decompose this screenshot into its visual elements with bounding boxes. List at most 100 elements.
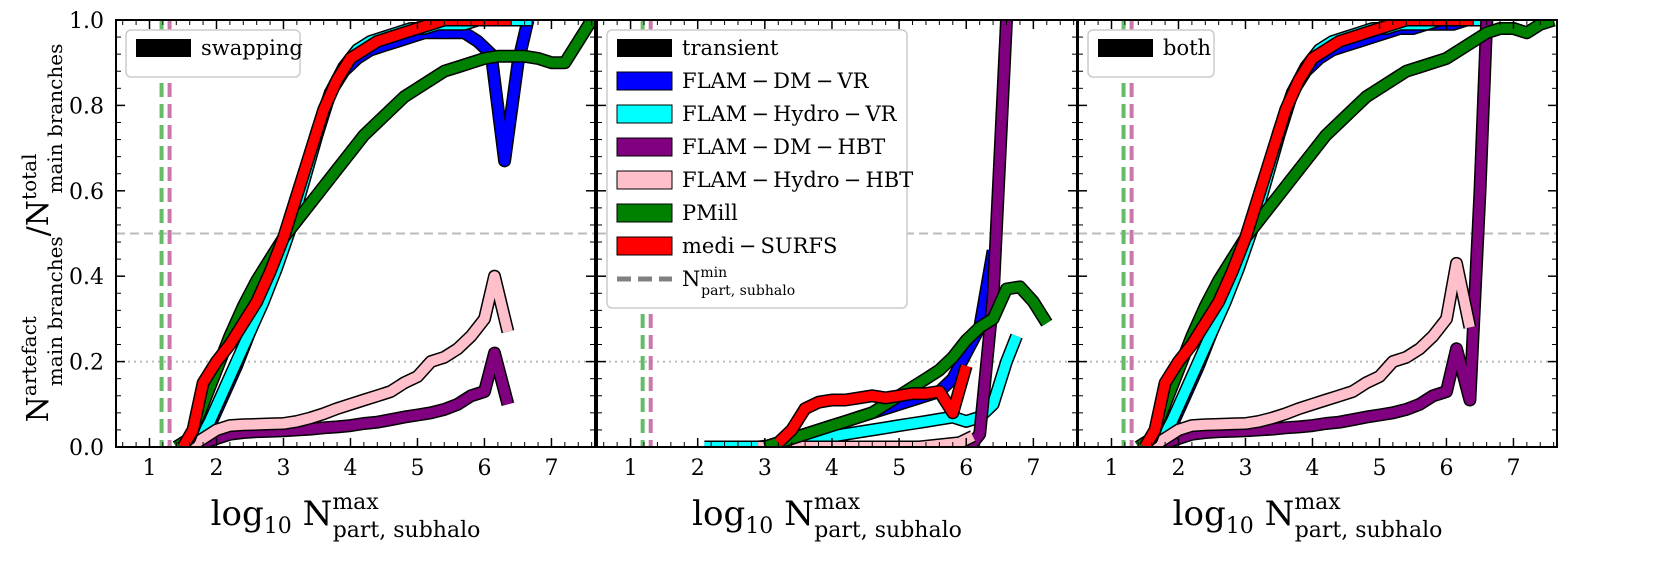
x-label-n: N	[784, 494, 814, 534]
series-line	[187, 271, 513, 447]
x-label-base: 10	[264, 514, 292, 539]
legend-item: medi − SURFS	[616, 234, 837, 258]
legend-swatch	[616, 137, 673, 157]
x-tick-label: 1	[142, 456, 156, 481]
x-tick-label: 5	[892, 456, 906, 481]
legend-label-main: medi − SURFS	[682, 234, 837, 258]
x-axis-label: log10 Nmax part, subhalo	[1173, 490, 1443, 543]
legend-item: FLAM − Hydro − VR	[616, 102, 898, 126]
x-label-sub: part, subhalo	[814, 518, 962, 543]
legend-item: Nmin part, subhalo	[617, 265, 795, 299]
x-tick-label: 7	[544, 456, 558, 481]
series-flam-dm-hbt	[187, 346, 515, 447]
legend-label: transient	[682, 36, 779, 60]
legend-label: FLAM − DM − VR	[682, 69, 870, 93]
series-flam-hydro-hbt	[1148, 256, 1477, 447]
panel-swapping: 1 2 3 4 5 6 7 0.0 0.2 0.4 0.6 0.8 1.0 log10 Nmax part,…	[69, 9, 596, 543]
legend-swatch	[616, 236, 673, 256]
axes-frame	[115, 19, 596, 448]
legend: both	[1087, 29, 1215, 78]
legend-label-main: FLAM − Hydro − HBT	[682, 168, 913, 192]
y-tick-label: 0.8	[69, 94, 104, 119]
legend-item: FLAM − DM − VR	[616, 69, 870, 93]
y-tick-label: 0.0	[69, 436, 104, 461]
legend-label-main: FLAM − Hydro − VR	[682, 102, 898, 126]
series-line	[774, 364, 972, 447]
panel-both: 1 2 3 4 5 6 7 log10 Nmax part, subhalo both	[1077, 19, 1558, 543]
legend-item: FLAM − Hydro − HBT	[616, 168, 913, 192]
plot-area	[159, 20, 595, 447]
x-axis-label: log10 Nmax part, subhalo	[211, 490, 481, 543]
panel-transient: 1 2 3 4 5 6 7 log10 Nmax part, subhalo transient F…	[596, 19, 1078, 543]
series-pmill	[172, 20, 595, 447]
legend-swatch	[136, 39, 191, 57]
y-label-sup2: total	[17, 154, 41, 200]
series-flam-hydro-hbt	[758, 430, 976, 447]
legend-swatch	[616, 104, 673, 124]
legend-item: swapping	[136, 36, 303, 60]
x-tick-label: 2	[691, 456, 705, 481]
legend-label-main: both	[1163, 36, 1211, 60]
series-pmill	[1134, 20, 1556, 447]
legend-label-main: transient	[682, 36, 779, 60]
x-tick-label: 3	[276, 456, 290, 481]
x-axis-label: log10 Nmax part, subhalo	[692, 490, 962, 543]
y-label-sub1: main branches	[43, 236, 67, 386]
y-tick-label: 0.4	[69, 265, 104, 290]
x-tick-label: 5	[1372, 456, 1386, 481]
series-line	[1149, 258, 1475, 447]
x-tick-label: 6	[1439, 456, 1453, 481]
x-tick-label: 3	[758, 456, 772, 481]
series-line	[1150, 20, 1492, 447]
legend-label-main: FLAM − DM − VR	[682, 69, 870, 93]
legend-label: FLAM − Hydro − VR	[682, 102, 898, 126]
y-tick-label: 1.0	[69, 9, 104, 34]
series-line	[173, 20, 595, 447]
series-line	[758, 20, 1012, 447]
legend-swatch	[617, 39, 672, 57]
legend-item: both	[1098, 36, 1211, 60]
x-label-base: 10	[745, 514, 773, 539]
x-tick-label: 5	[410, 456, 424, 481]
x-label-space	[292, 494, 303, 534]
series-line	[178, 20, 512, 447]
legend-label-main: FLAM − DM − HBT	[682, 135, 885, 159]
x-tick-label: 4	[825, 456, 839, 481]
series-line	[1140, 20, 1474, 447]
legend-item: PMill	[616, 201, 738, 225]
legend-label-sup: min	[700, 265, 727, 281]
x-tick-label: 4	[1305, 456, 1319, 481]
y-tick-label: 0.2	[69, 351, 104, 376]
x-tick-label: 3	[1238, 456, 1252, 481]
legend-label: both	[1163, 36, 1211, 60]
x-tick-label: 1	[624, 456, 638, 481]
series-medi-surfs	[1139, 20, 1474, 447]
y-axis-label: Nartefact main branches/Ntotal main branch…	[17, 44, 67, 423]
series-line	[758, 431, 976, 447]
x-tick-label: 6	[477, 456, 491, 481]
series-medi-surfs	[773, 364, 973, 447]
plot-area	[1121, 20, 1556, 447]
legend-label: FLAM − DM − HBT	[682, 135, 885, 159]
y-label-sup1: artefact	[17, 316, 41, 396]
series-line	[188, 348, 513, 447]
legend-swatch	[616, 170, 673, 190]
x-label-n: N	[1265, 494, 1295, 534]
series-flam-dm-hbt	[1149, 20, 1494, 447]
x-label-space	[1254, 494, 1265, 534]
y-label-n: N	[21, 396, 56, 422]
x-label-base: 10	[1226, 514, 1254, 539]
legend-label: swapping	[201, 36, 303, 60]
series-line	[1135, 20, 1556, 447]
legend-item: FLAM − DM − HBT	[616, 135, 885, 159]
x-label-space	[773, 494, 784, 534]
x-label-sub: part, subhalo	[1295, 518, 1443, 543]
legend-label: medi − SURFS	[682, 234, 837, 258]
x-label-sub: part, subhalo	[333, 518, 481, 543]
x-tick-label: 7	[1506, 456, 1520, 481]
legend-label: FLAM − Hydro − HBT	[682, 168, 913, 192]
x-label-n: N	[303, 494, 333, 534]
axes-frame	[1077, 19, 1558, 448]
